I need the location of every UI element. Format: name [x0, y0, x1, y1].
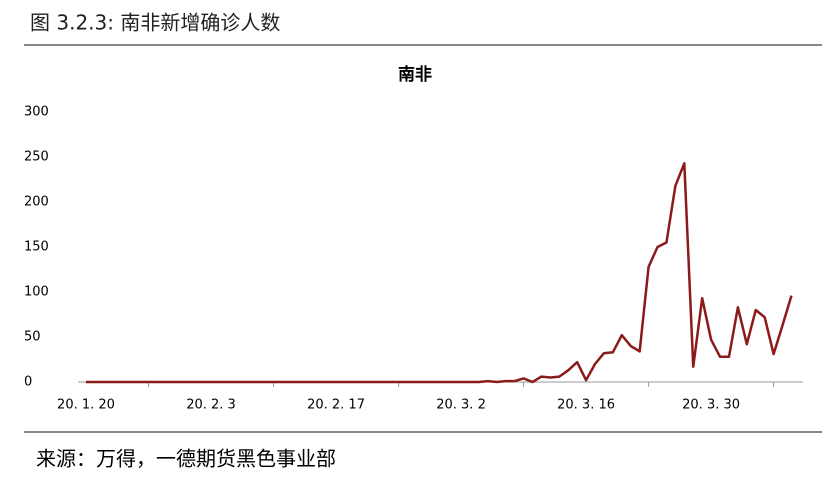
y-tick-label: 150: [24, 240, 49, 255]
y-tick-label: 0: [24, 375, 32, 390]
x-tick-label: 20. 1. 20: [57, 398, 115, 413]
x-tick-label: 20. 2. 17: [307, 398, 365, 413]
y-tick-label: 100: [24, 285, 49, 300]
figure-label: 图 3.2.3: 南非新增确诊人数: [30, 11, 280, 35]
y-tick-label: 50: [24, 330, 41, 345]
x-tick-label: 20. 3. 16: [557, 398, 615, 413]
y-tick-label: 300: [24, 105, 49, 120]
x-tick-label: 20. 3. 2: [436, 398, 486, 413]
source: 来源：万得，一德期货黑色事业部: [36, 447, 336, 471]
x-tick-label: 20. 3. 30: [682, 398, 740, 413]
chart-title: 南非: [398, 64, 432, 85]
data-line: [86, 162, 793, 384]
y-tick-label: 250: [24, 150, 49, 165]
x-tick-label: 20. 2. 3: [186, 398, 236, 413]
y-tick-label: 200: [24, 195, 49, 210]
